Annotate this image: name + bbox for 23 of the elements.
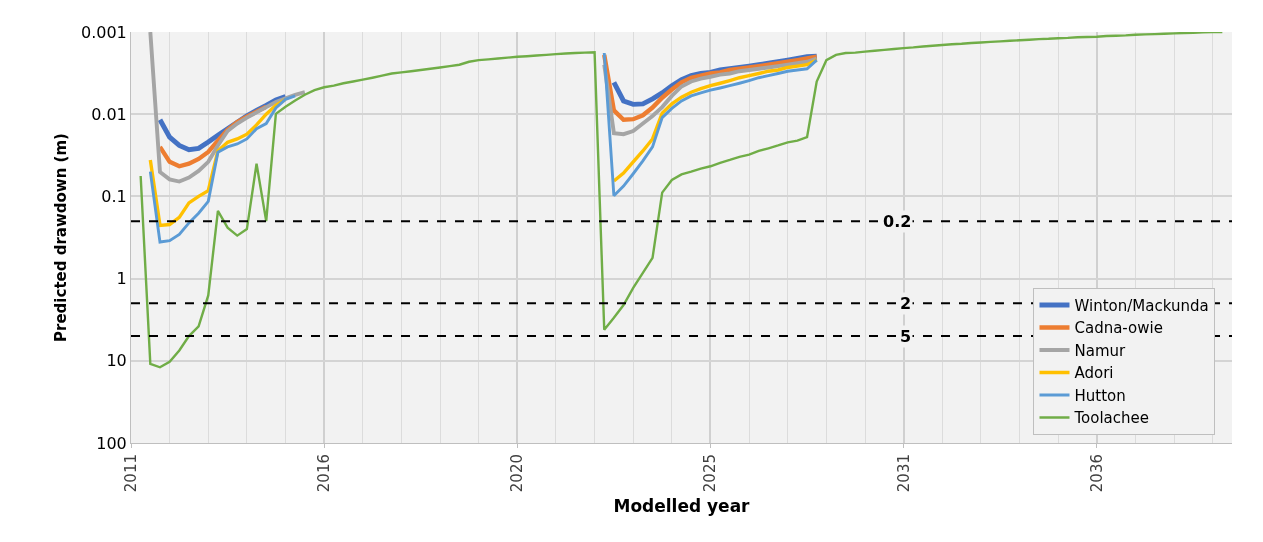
y-tick-label: 10 (106, 351, 127, 371)
x-tick-label: 2016 (315, 454, 334, 493)
legend-label: Hutton (1074, 386, 1126, 405)
ref-line-label: 5 (900, 327, 912, 346)
x-tick-label: 2031 (894, 454, 913, 493)
y-tick-label: 0.1 (101, 187, 127, 206)
y-axis-title: Predicted drawdown (m) (52, 133, 71, 342)
x-tick-label: 2020 (508, 454, 527, 493)
ref-line-label: 2 (900, 294, 912, 313)
x-tick-label: 2025 (701, 454, 720, 493)
y-tick-label: 1 (116, 269, 127, 289)
legend-label: Cadna-owie (1074, 319, 1163, 338)
x-tick-label: 2011 (121, 454, 140, 493)
x-axis-title: Modelled year (613, 495, 751, 516)
y-tick-label: 100 (96, 433, 127, 453)
legend-label: Adori (1074, 364, 1114, 383)
legend-label: Winton/Mackunda (1074, 296, 1209, 315)
ref-line-label: 0.2 (883, 212, 912, 231)
x-tick-label: 2036 (1087, 454, 1106, 493)
legend-label: Namur (1074, 341, 1127, 360)
legend-label: Toolachee (1073, 409, 1150, 428)
y-tick-label: 0.01 (91, 104, 127, 124)
y-tick-label: 0.001 (80, 22, 127, 42)
